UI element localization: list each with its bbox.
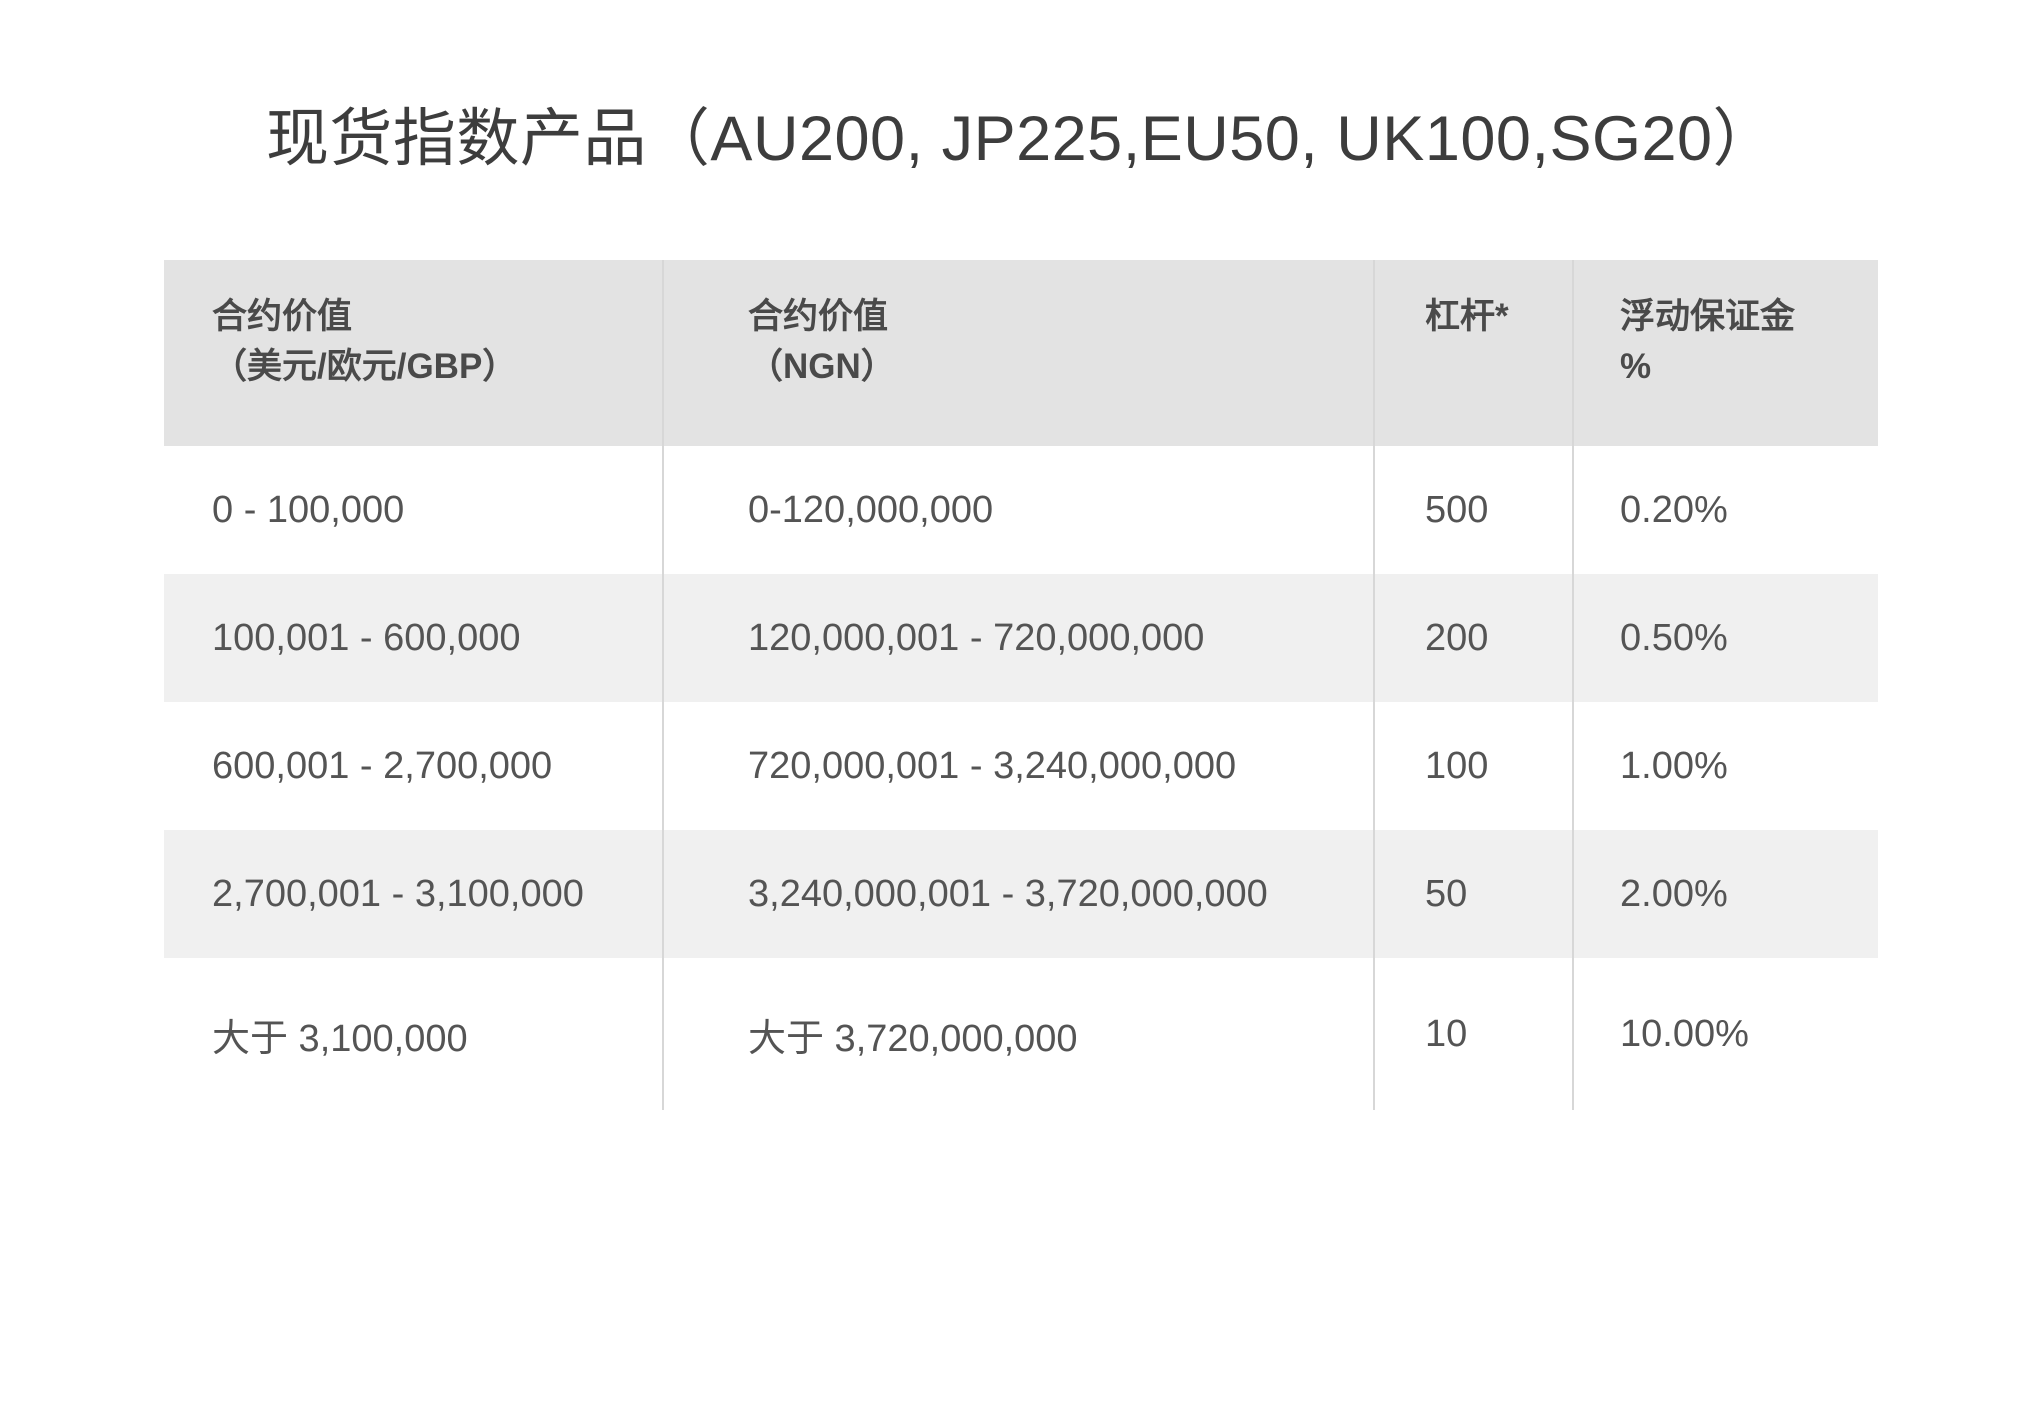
table-cell: 2,700,001 - 3,100,000: [164, 830, 664, 958]
header-floating-margin: 浮动保证金 %: [1574, 260, 1878, 446]
leverage-tier-table: 合约价值 （美元/欧元/GBP） 合约价值 （NGN） 杠杆* 浮动保证金 % …: [164, 260, 1878, 1110]
table-cell: 100,001 - 600,000: [164, 574, 664, 702]
header-contract-value-ngn: 合约价值 （NGN）: [664, 260, 1375, 446]
table-cell: 50: [1375, 830, 1574, 958]
table-cell: 10.00%: [1574, 958, 1878, 1110]
header-contract-value-usd: 合约价值 （美元/欧元/GBP）: [164, 260, 664, 446]
table-cell: 0 - 100,000: [164, 446, 664, 574]
table-cell: 0.50%: [1574, 574, 1878, 702]
table-cell: 10: [1375, 958, 1574, 1110]
header-leverage: 杠杆*: [1375, 260, 1574, 446]
header-line: 合约价值: [748, 297, 889, 336]
table-cell: 大于 3,100,000: [164, 958, 664, 1110]
table-cell: 0-120,000,000: [664, 446, 1375, 574]
table-cell: 720,000,001 - 3,240,000,000: [664, 702, 1375, 830]
table-cell: 120,000,001 - 720,000,000: [664, 574, 1375, 702]
table-cell: 2.00%: [1574, 830, 1878, 958]
table-cell: 1.00%: [1574, 702, 1878, 830]
table-cell: 100: [1375, 702, 1574, 830]
table-cell: 3,240,000,001 - 3,720,000,000: [664, 830, 1375, 958]
header-line: （NGN）: [748, 347, 896, 386]
header-line: 杠杆*: [1425, 297, 1509, 336]
header-line: 浮动保证金: [1620, 297, 1796, 336]
header-line: （美元/欧元/GBP）: [212, 347, 518, 386]
header-line: 合约价值: [212, 297, 353, 336]
table-cell: 600,001 - 2,700,000: [164, 702, 664, 830]
table-cell: 大于 3,720,000,000: [664, 958, 1375, 1110]
table-cell: 500: [1375, 446, 1574, 574]
header-line: %: [1620, 347, 1652, 386]
table-cell: 200: [1375, 574, 1574, 702]
page-title: 现货指数产品（AU200, JP225,EU50, UK100,SG20）: [265, 104, 1777, 174]
table-cell: 0.20%: [1574, 446, 1878, 574]
